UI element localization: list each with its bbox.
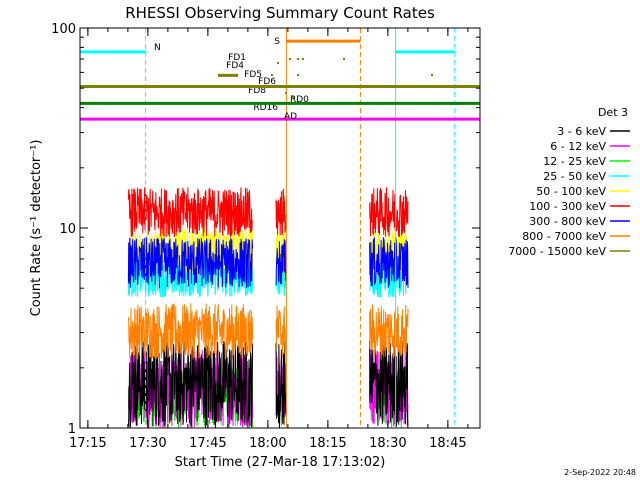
trace-000000-2	[369, 340, 409, 427]
trace-0000ff-0	[127, 237, 254, 289]
flag-dot-9	[285, 92, 287, 94]
trace-ff0000-1	[275, 188, 287, 236]
flag-dot-8	[267, 86, 269, 88]
flag-label-n: N	[154, 43, 161, 53]
y-axis-label: Count Rate (s⁻¹ detector⁻¹)	[29, 140, 44, 317]
flag-label-rd0: RD0	[290, 95, 309, 105]
trace-ff8000-1	[275, 305, 287, 358]
trace-line	[369, 304, 409, 360]
legend-label: 50 - 100 keV	[536, 185, 606, 198]
legend-label: 6 - 12 keV	[550, 140, 606, 153]
legend-label: 7000 - 15000 keV	[508, 245, 606, 258]
flag-dot-10	[292, 96, 294, 98]
legend-title: Det 3	[598, 106, 628, 119]
trace-line	[127, 338, 254, 429]
chart-title: RHESSI Observing Summary Count Rates	[125, 4, 435, 22]
x-axis-label: Start Time (27-Mar-18 17:13:02)	[175, 455, 386, 470]
flag-label-fd1: FD1	[228, 53, 246, 63]
trace-ff8000-2	[369, 304, 409, 360]
flag-dot-0	[289, 58, 291, 60]
trace-line	[275, 239, 287, 286]
trace-0000ff-1	[275, 239, 287, 286]
legend-label: 300 - 800 keV	[529, 215, 606, 228]
flag-dot-5	[271, 74, 273, 76]
legend-label: 3 - 6 keV	[557, 125, 606, 138]
trace-line	[275, 341, 287, 428]
x-tick-label: 17:30	[129, 436, 166, 451]
trace-line	[369, 237, 409, 289]
x-tick-label: 17:15	[69, 436, 106, 451]
trace-line	[127, 237, 254, 289]
data-layer	[127, 187, 409, 429]
flag-label-fd8: FD8	[248, 86, 266, 96]
trace-line	[127, 187, 254, 238]
x-tick-label: 18:00	[249, 436, 286, 451]
flag-label-ad: AD	[284, 112, 297, 122]
trace-0000ff-2	[369, 237, 409, 289]
flag-dot-3	[343, 58, 345, 60]
legend-label: 25 - 50 keV	[543, 170, 606, 183]
x-tick-label: 18:45	[429, 436, 466, 451]
flag-dot-2	[302, 58, 304, 60]
y-tick-label: 1	[68, 422, 76, 437]
trace-ff0000-0	[127, 187, 254, 238]
y-tick-label: 10	[59, 222, 76, 237]
flag-dot-1	[297, 58, 299, 60]
trace-line	[127, 303, 254, 360]
trace-000000-1	[275, 341, 287, 428]
flag-label-fd5: FD5	[244, 70, 262, 80]
x-tick-label: 18:30	[369, 436, 406, 451]
plot-timestamp: 2-Sep-2022 20:48	[564, 468, 636, 477]
x-tick-label: 17:45	[189, 436, 226, 451]
trace-line	[275, 188, 287, 236]
legend-label: 12 - 25 keV	[543, 155, 606, 168]
trace-ff0000-2	[369, 187, 409, 238]
flag-label-rd16: RD16	[253, 103, 278, 113]
legend: Det 3 3 - 6 keV 6 - 12 keV 12 - 25 keV 25 -…	[508, 106, 630, 258]
trace-line	[275, 305, 287, 358]
trace-ff8000-0	[127, 303, 254, 360]
flag-label-s: S	[274, 37, 280, 47]
legend-label: 100 - 300 keV	[529, 200, 606, 213]
y-tick-label: 100	[51, 22, 76, 37]
legend-label: 800 - 7000 keV	[522, 230, 606, 243]
axis-layer: 17:15 17:30 17:45 18:00 18:15 18:30 18:45 1 10 10…	[51, 22, 480, 451]
flag-dot-6	[297, 74, 299, 76]
x-tick-label: 18:15	[309, 436, 346, 451]
flag-label-fd4: FD4	[226, 61, 244, 71]
trace-line	[369, 340, 409, 427]
trace-line	[369, 187, 409, 238]
flag-dot-4	[277, 62, 279, 64]
flag-dot-7	[431, 74, 433, 76]
flag-label-fd6: FD6	[258, 77, 276, 87]
trace-000000-0	[127, 338, 254, 429]
